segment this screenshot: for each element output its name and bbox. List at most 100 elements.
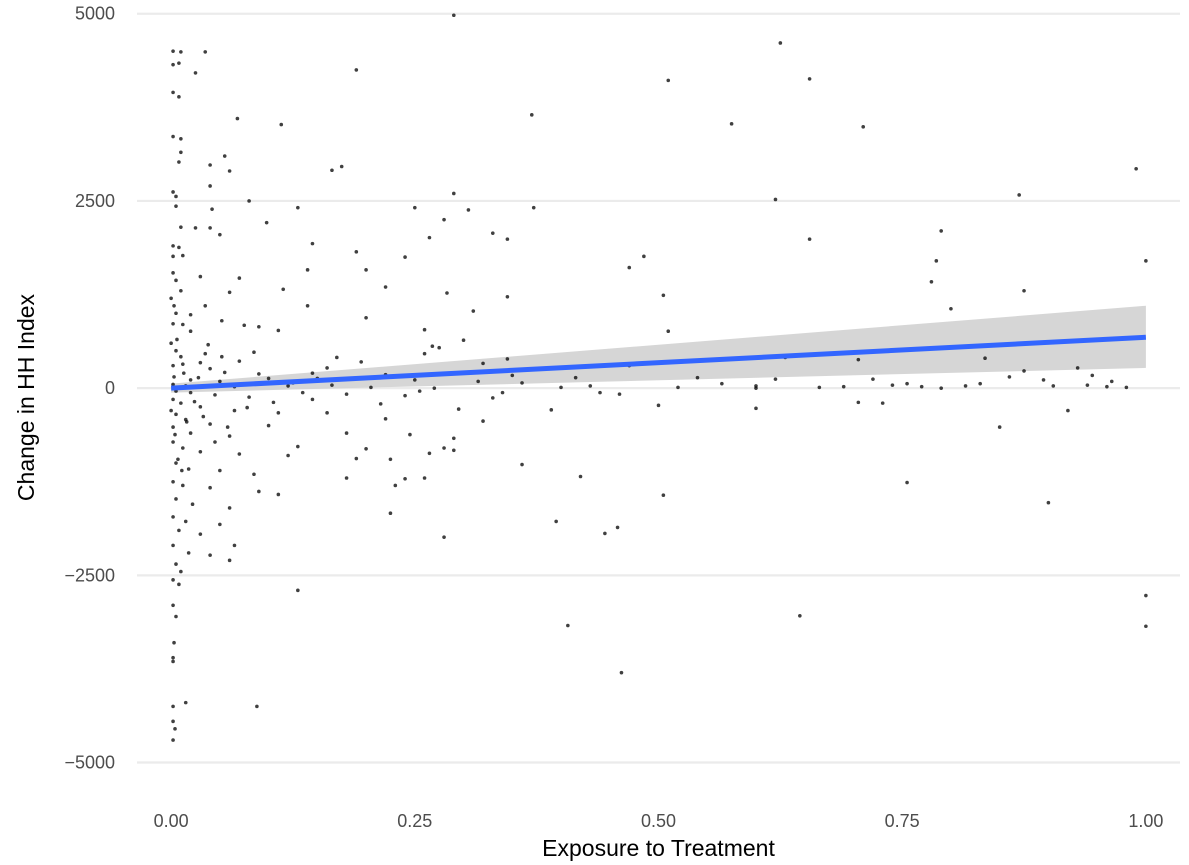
data-point <box>276 328 281 333</box>
data-point <box>305 303 310 308</box>
data-point <box>388 457 393 462</box>
data-point <box>841 384 846 389</box>
data-point <box>445 291 449 295</box>
x-tick-label: 1.00 <box>1128 811 1163 831</box>
data-point <box>1144 593 1148 598</box>
data-point <box>661 493 666 498</box>
data-point <box>179 50 183 54</box>
data-point <box>286 384 290 388</box>
data-point <box>266 423 271 428</box>
data-point <box>573 375 578 380</box>
data-point <box>1022 288 1026 293</box>
data-point <box>442 446 446 450</box>
data-point <box>880 401 885 405</box>
data-point <box>1075 366 1080 370</box>
data-point <box>188 378 193 382</box>
data-point <box>978 381 982 386</box>
data-point <box>181 446 185 450</box>
data-point <box>378 402 383 406</box>
data-point <box>220 318 224 323</box>
y-tick-label: 5000 <box>75 4 115 24</box>
data-point <box>451 436 456 441</box>
data-point <box>642 254 646 259</box>
data-point <box>227 290 232 295</box>
data-point <box>227 434 232 438</box>
data-point <box>856 400 861 405</box>
data-point <box>222 154 227 158</box>
data-point <box>213 440 217 444</box>
data-point <box>997 425 1002 429</box>
data-point <box>934 259 939 263</box>
data-point <box>196 375 201 380</box>
data-point <box>286 453 290 458</box>
data-point <box>171 244 175 248</box>
data-point <box>451 448 456 453</box>
data-point <box>364 446 368 451</box>
data-point <box>245 405 249 410</box>
data-point <box>173 727 177 731</box>
data-point <box>171 321 175 326</box>
data-point <box>232 408 237 413</box>
data-point <box>383 417 388 421</box>
data-point <box>198 532 203 536</box>
data-point <box>339 164 344 169</box>
data-point <box>181 371 186 375</box>
data-point <box>861 125 866 129</box>
data-point <box>403 476 407 481</box>
data-point <box>1105 384 1109 389</box>
data-point <box>175 337 179 342</box>
data-point <box>218 468 222 473</box>
data-point <box>172 303 176 308</box>
data-point <box>461 338 466 343</box>
data-point <box>174 278 178 283</box>
data-point <box>227 506 232 510</box>
data-point <box>169 341 173 346</box>
data-point <box>807 237 812 241</box>
data-point <box>222 370 227 375</box>
data-point <box>171 543 175 548</box>
data-point <box>617 392 622 396</box>
data-point <box>695 375 700 380</box>
data-point <box>208 163 212 167</box>
data-point <box>939 386 943 390</box>
data-point <box>529 113 534 117</box>
data-point <box>520 462 524 467</box>
data-point <box>1022 369 1026 373</box>
data-point <box>729 122 734 126</box>
y-tick-label: −5000 <box>64 753 115 773</box>
data-point <box>266 376 271 381</box>
data-point <box>588 384 593 388</box>
x-axis-tick-labels: 0.00 0.25 0.50 0.75 1.00 <box>154 811 1164 831</box>
data-point <box>559 385 563 390</box>
data-point <box>919 384 924 389</box>
data-point <box>208 226 212 230</box>
data-point <box>754 386 758 390</box>
data-point <box>807 77 812 81</box>
data-point <box>1090 373 1095 378</box>
data-point <box>208 184 212 188</box>
data-point <box>603 531 607 536</box>
data-point <box>188 312 193 317</box>
data-point <box>296 444 300 449</box>
data-point <box>172 375 176 379</box>
data-point <box>451 13 456 18</box>
data-point <box>1144 624 1148 629</box>
data-point <box>174 614 178 619</box>
confidence-band-group <box>171 305 1146 393</box>
data-point <box>203 303 208 308</box>
data-point <box>188 390 193 395</box>
data-point <box>471 309 476 313</box>
data-point <box>169 296 173 301</box>
data-point <box>1041 378 1046 382</box>
data-point <box>817 385 822 390</box>
data-point <box>247 395 251 399</box>
data-point <box>417 389 422 393</box>
data-point <box>310 371 315 375</box>
data-point <box>364 268 368 272</box>
data-point <box>171 738 175 742</box>
data-point <box>184 420 189 424</box>
data-point <box>549 408 554 412</box>
data-point <box>171 190 175 194</box>
data-point <box>171 655 175 660</box>
data-point <box>257 324 261 329</box>
